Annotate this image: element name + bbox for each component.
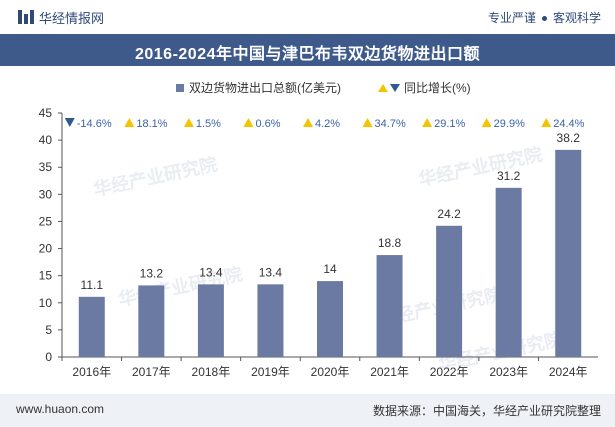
y-tick-label: 35 <box>39 160 53 174</box>
growth-down-triangle-icon <box>64 118 75 127</box>
growth-row: -14.6% 18.1% 1.5% 0.6% 4.2% 34.7% 29.1% 29.9% 24… <box>64 118 585 130</box>
x-tick-label: 2019年 <box>251 365 290 379</box>
growth-up-triangle-icon <box>183 118 194 127</box>
bar-value-label: 13.2 <box>140 266 164 280</box>
y-tick-label: 15 <box>39 269 53 283</box>
bar-value-label: 18.8 <box>378 236 402 250</box>
y-tick-label: 30 <box>39 187 53 201</box>
watermark-text: 华经产业研究院 <box>416 143 544 190</box>
tagline-right: 客观科学 <box>552 11 601 25</box>
y-tick-label: 40 <box>39 133 53 147</box>
growth-up-triangle-icon <box>541 118 552 127</box>
growth-label: -14.6% <box>77 118 112 130</box>
y-tick-label: 10 <box>39 296 53 310</box>
x-tick-label: 2021年 <box>370 365 409 379</box>
growth-label: 4.2% <box>315 118 340 130</box>
x-tick-label: 2016年 <box>72 365 111 379</box>
growth-up-triangle-icon <box>303 118 313 127</box>
growth-label: 29.9% <box>494 118 525 130</box>
growth-label: 0.6% <box>255 118 280 130</box>
bars: 11.1 13.2 13.4 13.4 14 18.8 24.2 31.2 38.2 <box>78 131 582 357</box>
growth-label: 1.5% <box>196 118 221 130</box>
bar-value-label: 31.2 <box>497 169 521 183</box>
footer-source: 数据来源：中国海关，华经产业研究院整理 <box>372 404 601 418</box>
bar-value-label: 38.2 <box>557 131 581 145</box>
bar <box>257 284 284 357</box>
watermark-text: 华经产业研究院 <box>91 153 219 200</box>
growth-up-triangle-icon <box>243 118 254 127</box>
tagline-left: 专业严谨 <box>487 11 536 25</box>
y-tick-label: 45 <box>39 106 53 120</box>
bar <box>197 284 224 357</box>
bar <box>555 149 582 357</box>
x-tick-label: 2022年 <box>430 365 469 379</box>
footer-website: www.huaon.com <box>16 402 105 416</box>
bar <box>138 285 165 357</box>
growth-label: 24.4% <box>553 118 584 130</box>
y-axis: 0 5 10 15 20 25 30 35 40 45 <box>39 106 63 364</box>
legend-down-triangle-icon <box>390 84 400 92</box>
x-tick-label: 2018年 <box>192 365 231 379</box>
growth-up-triangle-icon <box>422 118 433 127</box>
bar <box>376 255 403 357</box>
legend: 双边货物进出口总额(亿美元) 同比增长(%) <box>176 80 471 95</box>
y-tick-label: 20 <box>39 242 53 256</box>
x-tick-label: 2023年 <box>489 365 528 379</box>
footer: www.huaon.com 数据来源：中国海关，华经产业研究院整理 <box>0 394 615 427</box>
y-tick-label: 25 <box>39 214 53 228</box>
legend-bar-label: 双边货物进出口总额(亿美元) <box>189 80 341 95</box>
x-axis: 2016年 2017年 2018年 2019年 2020年 2021年 2022年 2023年… <box>61 356 598 379</box>
watermark-text: 华经产业研究院 <box>116 263 244 310</box>
bar-value-label: 24.2 <box>437 207 461 221</box>
y-tick-label: 0 <box>45 350 52 364</box>
x-tick-label: 2017年 <box>132 365 171 379</box>
bar-value-label: 11.1 <box>81 278 104 292</box>
bar <box>317 281 343 357</box>
chart-title: 2016-2024年中国与津巴布韦双边货物进出口额 <box>134 46 481 63</box>
bar-value-label: 14 <box>323 262 337 276</box>
bar <box>495 187 522 357</box>
growth-up-triangle-icon <box>481 118 492 127</box>
tagline: 专业严谨 客观科学 <box>488 9 601 26</box>
growth-up-triangle-icon <box>124 118 135 127</box>
brand-name: 华经情报网 <box>39 11 105 26</box>
growth-label: 29.1% <box>434 118 465 130</box>
bar-value-label: 13.4 <box>259 265 283 279</box>
bar <box>436 225 463 357</box>
growth-label: 34.7% <box>375 118 406 130</box>
legend-growth-label: 同比增长(%) <box>404 81 471 95</box>
tagline-dot-icon <box>541 16 547 22</box>
logo-icon <box>18 10 34 24</box>
legend-up-triangle-icon <box>378 84 388 92</box>
top-bar: 华经情报网 专业严谨 客观科学 <box>0 0 615 34</box>
growth-up-triangle-icon <box>362 118 373 127</box>
x-tick-label: 2024年 <box>549 365 588 379</box>
bar-value-label: 13.4 <box>199 265 223 279</box>
bar-chart: 华经产业研究院华经产业研究院华经产业研究院华经产业研究院华经产业研究院 双边货物… <box>39 80 598 379</box>
x-tick-label: 2020年 <box>311 365 350 379</box>
growth-label: 18.1% <box>136 118 167 130</box>
legend-bar-swatch <box>176 84 184 92</box>
bar <box>78 296 105 357</box>
title-bar: 2016-2024年中国与津巴布韦双边货物进出口额 <box>0 34 615 66</box>
y-tick-label: 5 <box>45 323 52 337</box>
